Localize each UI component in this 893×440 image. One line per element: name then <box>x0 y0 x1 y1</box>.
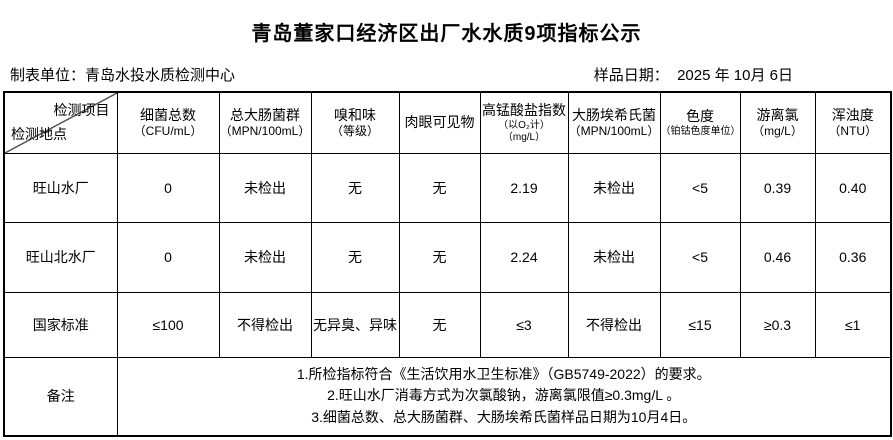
cell-value: 0.39 <box>739 152 816 223</box>
cell-value: 0.40 <box>814 152 892 223</box>
cell-value: 未检出 <box>218 221 312 293</box>
cell-value: 2.19 <box>479 152 569 223</box>
table-row-wangshan-plant: 旺山水厂 0 未检出 无 无 2.19 未检出 <5 0.39 0.40 <box>3 152 892 223</box>
corner-label-test-items: 检测项目 <box>53 102 110 118</box>
sample-date-spacer <box>669 67 677 84</box>
site-name: 旺山北水厂 <box>3 221 118 293</box>
site-name: 国家标准 <box>3 291 118 358</box>
col-header-free-chlorine: 游离氯 （mg/L） <box>739 91 816 154</box>
cell-value: 无 <box>398 291 481 358</box>
cell-value: ≤100 <box>116 291 220 358</box>
sample-date-value: 2025 年 10月 6日 <box>677 67 793 84</box>
cell-value: <5 <box>659 152 741 223</box>
header-row: 检测项目 检测地点 细菌总数 （CFU/mL） 总大肠菌群 （MPN/100mL… <box>3 91 892 154</box>
remark-line-3: 3.细菌总数、总大肠菌群、大肠埃希氏菌样品日期为10月4日。 <box>311 409 697 426</box>
remark-line-2: 2.旺山水厂消毒方式为次氯酸钠，游离氯限值≥0.3mg/L 。 <box>327 387 681 404</box>
table-row-wangshan-north-plant: 旺山北水厂 0 未检出 无 无 2.24 未检出 <5 0.46 0.36 <box>3 221 892 293</box>
remarks-label: 备注 <box>3 356 118 437</box>
sample-date-label: 样品日期： <box>593 67 669 84</box>
remark-line-1: 1.所检指标符合《生活饮用水卫生标准》（GB5749-2022）的要求。 <box>296 365 711 382</box>
table-row-national-standard: 国家标准 ≤100 不得检出 无异臭、异味 无 ≤3 不得检出 ≤15 ≥0.3… <box>3 291 892 358</box>
cell-value: 未检出 <box>218 152 312 223</box>
cell-value: 未检出 <box>567 221 661 293</box>
site-name: 旺山水厂 <box>3 152 118 223</box>
cell-value: 无异臭、异味 <box>310 291 400 358</box>
sample-date: 样品日期： 2025 年 10月 6日 <box>594 64 793 85</box>
meta-row: 制表单位：青岛水投水质检测中心 样品日期： 2025 年 10月 6日 <box>0 64 893 85</box>
col-header-turbidity: 浑浊度 （NTU） <box>814 91 892 154</box>
remarks-row: 备注 1.所检指标符合《生活饮用水卫生标准》（GB5749-2022）的要求。 … <box>3 356 892 437</box>
col-header-total-coliform: 总大肠菌群 （MPN/100mL） <box>218 91 312 154</box>
page-title: 青岛董家口经济区出厂水水质9项指标公示 <box>251 23 642 45</box>
cell-value: 不得检出 <box>218 291 312 358</box>
col-header-e-coli: 大肠埃希氏菌 （MPN/100mL） <box>567 91 661 154</box>
cell-value: 不得检出 <box>567 291 661 358</box>
remarks-content: 1.所检指标符合《生活饮用水卫生标准》（GB5749-2022）的要求。 2.旺… <box>116 356 892 437</box>
cell-value: 0.46 <box>739 221 816 293</box>
cell-value: ≤3 <box>479 291 569 358</box>
cell-value: 无 <box>310 221 400 293</box>
cell-value: 0.36 <box>814 221 892 293</box>
col-header-visible-matter: 肉眼可见物 <box>398 91 481 154</box>
issuer-label: 制表单位：青岛水投水质检测中心 <box>10 67 236 84</box>
cell-value: <5 <box>659 221 741 293</box>
cell-value: ≥0.3 <box>739 291 816 358</box>
corner-label-test-sites: 检测地点 <box>11 125 67 142</box>
col-header-bacteria-total: 细菌总数 （CFU/mL） <box>116 91 220 154</box>
cell-value: ≤1 <box>814 291 892 358</box>
col-header-chroma: 色度 （铂钴色度单位） <box>659 91 741 154</box>
cell-value: ≤15 <box>659 291 741 358</box>
cell-value: 无 <box>398 152 481 223</box>
corner-header-cell: 检测项目 检测地点 <box>3 91 118 154</box>
cell-value: 无 <box>310 152 400 223</box>
water-quality-table: 检测项目 检测地点 细菌总数 （CFU/mL） 总大肠菌群 （MPN/100mL… <box>3 91 892 437</box>
col-header-odor-taste: 嗅和味 （等级） <box>310 91 400 154</box>
cell-value: 未检出 <box>567 152 661 223</box>
cell-value: 0 <box>116 152 220 223</box>
cell-value: 2.24 <box>479 221 569 293</box>
diagonal-divider-line <box>5 93 116 152</box>
col-header-permanganate-index: 高锰酸盐指数 （以O₂计） （mg/L） <box>479 91 569 154</box>
cell-value: 0 <box>116 221 220 293</box>
cell-value: 无 <box>398 221 481 293</box>
